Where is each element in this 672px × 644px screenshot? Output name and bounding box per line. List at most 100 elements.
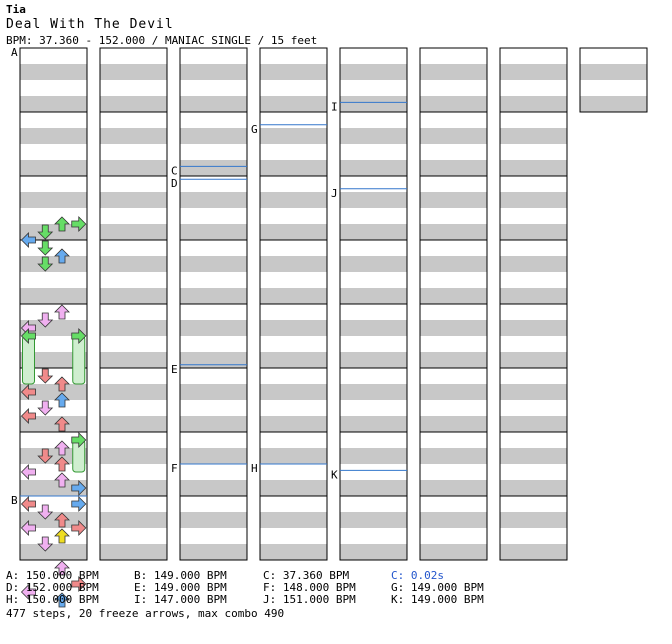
- beat-stripe: [260, 320, 327, 336]
- measure-box: [419, 495, 488, 561]
- beat-stripe: [500, 288, 567, 304]
- beat-stripe: [260, 512, 327, 528]
- beat-stripe: [180, 192, 247, 208]
- beat-stripe: [20, 544, 87, 560]
- beat-stripe: [420, 352, 487, 368]
- beat-stripe: [100, 224, 167, 240]
- beat-stripe: [340, 96, 407, 112]
- beat-stripe: [20, 352, 87, 368]
- beat-stripe: [260, 160, 327, 176]
- beat-stripe: [20, 160, 87, 176]
- measure-box: [339, 495, 408, 561]
- chart-summary: 477 steps, 20 freeze arrows, max combo 4…: [6, 607, 285, 620]
- beat-stripe: [260, 96, 327, 112]
- step-arrow: [20, 328, 36, 344]
- section-marker: A: [11, 46, 18, 59]
- section-marker: J: [331, 187, 338, 200]
- step-arrow: [37, 240, 54, 256]
- beat-stripe: [260, 192, 327, 208]
- beat-stripe: [420, 128, 487, 144]
- bpm-k: K: 149.000 BPM: [391, 593, 484, 606]
- beat-stripe: [340, 384, 407, 400]
- measure-box: [99, 495, 168, 561]
- bpm-a: A: 150.000 BPM: [6, 569, 99, 582]
- bpm-j: J: 151.000 BPM: [263, 593, 356, 606]
- beat-stripe: [20, 224, 87, 240]
- step-arrow: [20, 408, 36, 424]
- step-arrow: [20, 232, 36, 248]
- step-arrow: [54, 304, 70, 320]
- beat-stripe: [260, 544, 327, 560]
- song-title: Deal With The Devil: [6, 17, 174, 32]
- step-arrow: [54, 376, 70, 392]
- step-arrow: [20, 520, 36, 536]
- beat-stripe: [420, 320, 487, 336]
- beat-stripe: [260, 128, 327, 144]
- step-arrow: [37, 224, 54, 240]
- beat-stripe: [260, 352, 327, 368]
- beat-stripe: [580, 64, 647, 80]
- beat-stripe: [100, 192, 167, 208]
- beat-stripe: [420, 512, 487, 528]
- beat-stripe: [580, 96, 647, 112]
- section-marker: I: [331, 100, 338, 113]
- beat-stripe: [100, 96, 167, 112]
- step-arrow: [54, 592, 70, 608]
- beat-stripe: [180, 352, 247, 368]
- beat-stripe: [340, 192, 407, 208]
- beat-stripe: [180, 448, 247, 464]
- bpm-e: E: 149.000 BPM: [134, 581, 227, 594]
- beat-stripe: [500, 384, 567, 400]
- stop-c: C: 0.02s: [391, 569, 444, 582]
- beat-stripe: [340, 416, 407, 432]
- step-arrow: [54, 528, 70, 544]
- beat-stripe: [180, 544, 247, 560]
- beat-stripe: [180, 64, 247, 80]
- bpm-d: D: 152.000 BPM: [6, 581, 99, 594]
- step-arrow: [71, 328, 87, 344]
- beat-stripe: [420, 416, 487, 432]
- beat-stripe: [20, 192, 87, 208]
- beat-stripe: [180, 384, 247, 400]
- beat-stripe: [260, 448, 327, 464]
- step-arrow: [20, 584, 36, 600]
- beat-stripe: [100, 320, 167, 336]
- beat-stripe: [100, 480, 167, 496]
- step-arrow: [54, 416, 70, 432]
- beat-stripe: [260, 384, 327, 400]
- beat-stripe: [340, 352, 407, 368]
- beat-stripe: [20, 320, 87, 336]
- step-arrow: [54, 560, 70, 576]
- beat-stripe: [420, 160, 487, 176]
- beat-stripe: [20, 384, 87, 400]
- beat-stripe: [100, 256, 167, 272]
- step-arrow: [71, 576, 87, 592]
- bpm-f: F: 148.000 BPM: [263, 581, 356, 594]
- step-arrow: [37, 400, 54, 416]
- beat-stripe: [340, 544, 407, 560]
- beat-stripe: [20, 288, 87, 304]
- step-arrow: [37, 504, 54, 520]
- bpm-b: B: 149.000 BPM: [134, 569, 227, 582]
- beat-stripe: [500, 96, 567, 112]
- step-arrow: [37, 256, 54, 272]
- beat-stripe: [420, 544, 487, 560]
- step-arrow: [54, 440, 70, 456]
- beat-stripe: [180, 224, 247, 240]
- beat-stripe: [100, 512, 167, 528]
- section-marker: K: [331, 468, 338, 481]
- beat-stripe: [180, 288, 247, 304]
- step-arrow: [54, 456, 70, 472]
- beat-stripe: [100, 160, 167, 176]
- beat-stripe: [260, 256, 327, 272]
- beat-stripe: [100, 384, 167, 400]
- beat-stripe: [500, 192, 567, 208]
- section-marker: E: [171, 363, 178, 376]
- beat-stripe: [500, 160, 567, 176]
- beat-stripe: [340, 288, 407, 304]
- section-marker: C: [171, 164, 178, 177]
- beat-stripe: [180, 480, 247, 496]
- section-marker: F: [171, 462, 178, 475]
- beat-stripe: [420, 64, 487, 80]
- beat-stripe: [20, 448, 87, 464]
